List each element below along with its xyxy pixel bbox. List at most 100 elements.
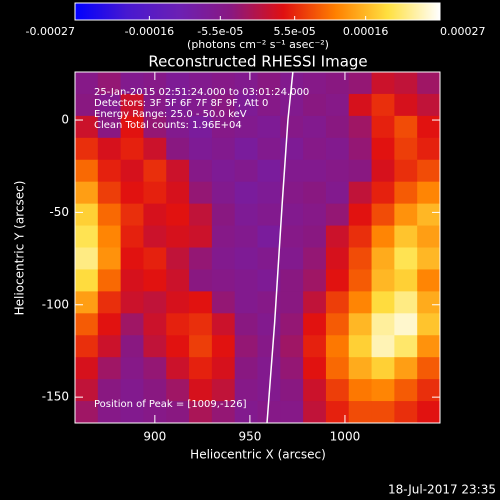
heatmap-cell: [120, 357, 144, 380]
heatmap-cell: [280, 247, 304, 270]
heatmap-cell: [417, 159, 440, 183]
heatmap-cell: [394, 181, 418, 205]
heatmap-cell: [97, 115, 122, 139]
heatmap-cell: [166, 203, 190, 227]
heatmap-cell: [325, 313, 350, 336]
heatmap-cell: [120, 379, 144, 402]
heatmap-cell: [97, 357, 122, 380]
heatmap-cell: [143, 379, 167, 402]
heatmap-cell: [97, 203, 122, 227]
heatmap-cell: [417, 313, 440, 336]
heatmap-cell: [166, 401, 190, 423]
heatmap-cell: [143, 115, 167, 139]
heatmap-cell: [211, 247, 236, 270]
heatmap-cell: [417, 203, 440, 227]
timestamp: 18-Jul-2017 23:35: [388, 483, 496, 497]
heatmap-cell: [143, 291, 167, 314]
plot-frame: [74, 71, 441, 424]
heatmap-cell: [211, 93, 236, 117]
heatmap-cell: [280, 115, 304, 139]
heatmap-cell: [325, 93, 350, 117]
y-tick-label: -150: [42, 390, 69, 404]
heatmap-cell: [189, 269, 213, 292]
heatmap-cell: [303, 291, 327, 314]
heatmap-cell: [143, 203, 167, 227]
heatmap-cell: [166, 225, 190, 248]
heatmap-cell: [211, 159, 236, 183]
heatmap-cell: [120, 225, 144, 248]
heatmap-cell: [348, 379, 373, 402]
heatmap-cell: [234, 247, 258, 270]
heatmap-cell: [166, 93, 190, 117]
heatmap-cell: [348, 357, 373, 380]
heatmap-cell: [280, 379, 304, 402]
heatmap-cell: [325, 357, 350, 380]
heatmap-cell: [189, 379, 213, 402]
heatmap-cell: [325, 225, 350, 248]
heatmap-cell: [211, 115, 236, 139]
heatmap-cell: [143, 335, 167, 358]
heatmap-cell: [120, 291, 144, 314]
heatmap-cell: [394, 115, 418, 139]
heatmap-cell: [211, 181, 236, 205]
heatmap-cell: [371, 313, 395, 336]
heatmap-cell: [211, 291, 236, 314]
heatmap-cell: [348, 291, 373, 314]
heatmap-cell: [394, 225, 418, 248]
heatmap-cell: [348, 159, 373, 183]
heatmap-cell: [189, 313, 213, 336]
heatmap-cell: [97, 159, 122, 183]
heatmap-cell: [166, 357, 190, 380]
heatmap-cell: [166, 379, 190, 402]
heatmap-cell: [75, 379, 99, 402]
heatmap-cell: [211, 72, 236, 95]
heatmap-cell: [120, 181, 144, 205]
heatmap-cell: [211, 269, 236, 292]
heatmap-cell: [303, 379, 327, 402]
heatmap-cell: [325, 401, 350, 423]
heatmap-cell: [280, 313, 304, 336]
heatmap-cell: [348, 225, 373, 248]
heatmap-cell: [417, 225, 440, 248]
heatmap-cell: [348, 269, 373, 292]
heatmap-cell: [394, 335, 418, 358]
heatmap-cell: [234, 159, 258, 183]
heatmap-cell: [394, 357, 418, 380]
heatmap-cell: [97, 247, 122, 270]
heatmap-cell: [143, 401, 167, 423]
heatmap-cell: [211, 335, 236, 358]
heatmap-cell: [303, 269, 327, 292]
heatmap-cell: [303, 93, 327, 117]
heatmap-cell: [234, 225, 258, 248]
heatmap-cell: [348, 93, 373, 117]
chart-title: Reconstructed RHESSI Image: [148, 53, 367, 71]
heatmap-cell: [303, 357, 327, 380]
annotation: 25-Jan-2015 02:51:24.000 to 03:01:24.000: [94, 87, 309, 98]
colorbar-tick-label: -0.00027: [26, 25, 75, 38]
heatmap-cell: [325, 269, 350, 292]
y-tick-label: 0: [61, 113, 69, 127]
heatmap-cell: [234, 115, 258, 139]
heatmap-cell: [417, 357, 440, 380]
heatmap-cell: [75, 313, 99, 336]
heatmap-cell: [143, 247, 167, 270]
heatmap-cell: [371, 291, 395, 314]
heatmap-cell: [97, 335, 122, 358]
heatmap-cell: [325, 379, 350, 402]
heatmap-cell: [371, 401, 395, 423]
heatmap-cell: [257, 401, 281, 423]
heatmap-cell: [280, 401, 304, 423]
heatmap-cell: [417, 181, 440, 205]
heatmap-cell: [211, 225, 236, 248]
heatmap-cell: [257, 313, 281, 336]
heatmap-cell: [97, 93, 122, 117]
heatmap-cell: [371, 225, 395, 248]
heatmap-cell: [75, 137, 99, 161]
heatmap-cell: [280, 335, 304, 358]
heatmap-cell: [234, 93, 258, 117]
heatmap-cell: [280, 137, 304, 161]
heatmap-cell: [394, 93, 418, 117]
heatmap-cell: [371, 72, 395, 95]
x-tick-label: 1000: [330, 430, 361, 444]
heatmap-cell: [75, 357, 99, 380]
